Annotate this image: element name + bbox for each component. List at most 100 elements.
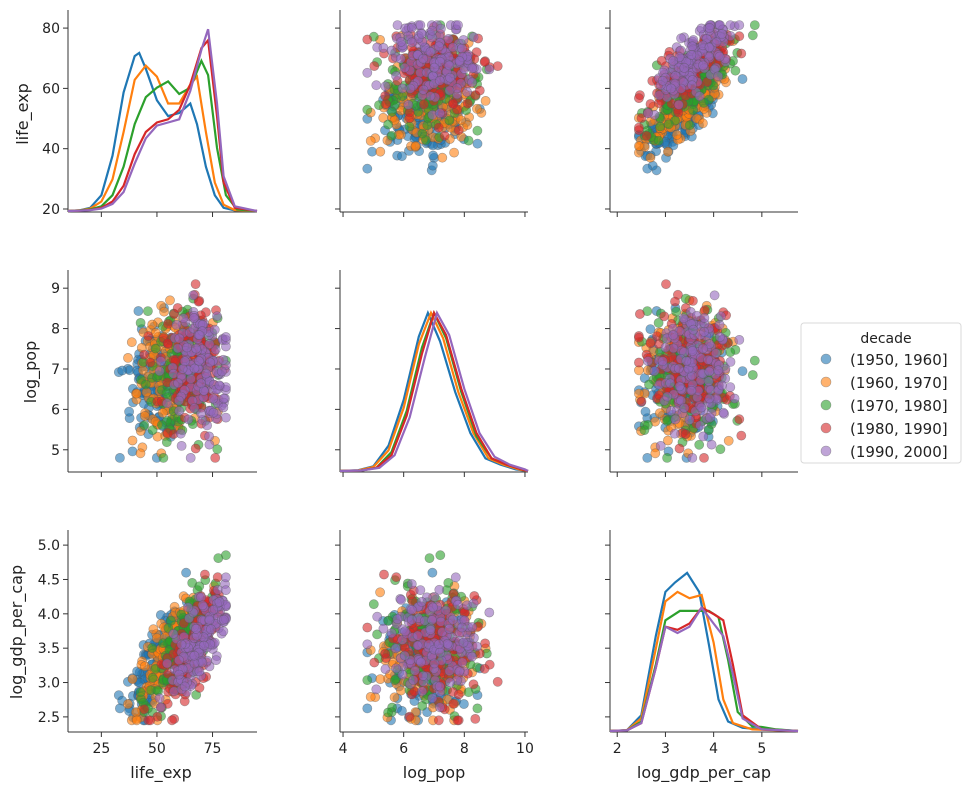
scatter-point xyxy=(462,87,472,97)
scatter-point xyxy=(367,146,377,157)
scatter-point xyxy=(208,407,219,418)
kde-line-1 xyxy=(609,571,799,733)
scatter-point xyxy=(717,380,727,391)
scatter-point xyxy=(171,319,182,330)
scatter-point xyxy=(634,93,644,103)
x-tick-label: 50 xyxy=(148,741,166,757)
scatter-point xyxy=(492,61,503,71)
scatter-point xyxy=(737,366,748,376)
scatter-point xyxy=(392,20,403,30)
scatter-point xyxy=(429,62,440,73)
scatter-point xyxy=(148,624,159,635)
scatter-point xyxy=(729,393,740,404)
scatter-point xyxy=(673,99,684,110)
scatter-point xyxy=(406,579,417,589)
scatter-point xyxy=(150,343,161,354)
scatter-point xyxy=(427,567,438,578)
scatter-point xyxy=(167,715,177,726)
scatter-point xyxy=(454,56,465,66)
scatter-point xyxy=(397,83,408,94)
scatter-point xyxy=(417,128,428,139)
scatter-point xyxy=(133,306,144,316)
scatter-point xyxy=(365,135,376,146)
scatter-point xyxy=(434,702,445,713)
scatter-point xyxy=(379,569,389,580)
scatter-point xyxy=(668,56,679,66)
scatter-point xyxy=(705,412,715,423)
scatter-point xyxy=(704,393,715,404)
scatter-point xyxy=(362,104,373,115)
scatter-point xyxy=(131,715,142,726)
scatter-point xyxy=(480,638,490,649)
scatter-point xyxy=(467,622,478,632)
scatter-point xyxy=(472,125,483,136)
x-tick-label: 4 xyxy=(709,741,718,757)
scatter-point xyxy=(666,406,676,416)
scatter-point xyxy=(131,707,141,717)
scatter-point xyxy=(218,354,229,365)
scatter-point xyxy=(194,666,205,677)
scatter-point xyxy=(687,345,698,356)
scatter-point xyxy=(709,290,720,301)
scatter-point xyxy=(688,324,699,335)
scatter-point xyxy=(470,714,481,724)
scatter-point xyxy=(404,711,415,722)
scatter-point xyxy=(386,130,397,141)
scatter-point xyxy=(204,431,214,442)
scatter-point xyxy=(749,355,760,366)
x-tick-label: 5 xyxy=(757,741,766,757)
scatter-point xyxy=(378,43,389,53)
scatter-point xyxy=(635,309,645,319)
scatter-point xyxy=(427,25,437,36)
scatter-point xyxy=(435,23,446,34)
scatter-point xyxy=(736,48,747,59)
scatter-point xyxy=(127,674,138,684)
scatter-point xyxy=(159,306,169,317)
scatter-point xyxy=(688,105,698,116)
scatter-point xyxy=(147,425,158,435)
scatter-point xyxy=(208,393,219,404)
scatter-point xyxy=(723,435,734,446)
scatter-point xyxy=(204,439,215,450)
scatter-point xyxy=(463,135,474,146)
scatter-point xyxy=(390,643,401,654)
x-tick-label: 4 xyxy=(339,741,348,757)
scatter-point xyxy=(696,23,707,34)
scatter-point xyxy=(679,62,690,73)
scatter-series-5 xyxy=(643,20,745,120)
panel-log_gdp_per_cap-vs-log_pop: 4 6 8 10 xyxy=(335,530,534,757)
scatter-point xyxy=(181,567,191,578)
scatter-point xyxy=(653,135,664,146)
y-axis-titles: life_exp log_pop log_gdp_per_cap xyxy=(7,83,41,699)
scatter-point xyxy=(380,664,391,674)
scatter-point xyxy=(665,378,676,389)
scatter-point xyxy=(703,354,713,365)
scatter-point xyxy=(688,295,698,306)
scatter-point xyxy=(642,163,653,174)
x-axis-title-life-exp: life_exp xyxy=(130,763,192,783)
scatter-point xyxy=(117,365,128,376)
scatter-point xyxy=(634,357,644,368)
scatter-point xyxy=(427,160,438,171)
scatter-point xyxy=(418,99,429,110)
scatter-point xyxy=(484,64,495,75)
scatter-point xyxy=(220,572,231,583)
scatter-point xyxy=(369,61,380,71)
scatter-point xyxy=(474,85,485,96)
scatter-point xyxy=(424,553,435,563)
y-tick-label: 9 xyxy=(51,281,60,297)
scatter-point xyxy=(158,452,169,463)
scatter-point xyxy=(416,597,427,607)
scatter-point xyxy=(415,20,426,30)
scatter-point xyxy=(736,430,747,441)
y-tick-label: 20 xyxy=(42,202,60,218)
scatter-point xyxy=(176,440,187,451)
scatter-point xyxy=(155,356,166,366)
x-tick-label: 25 xyxy=(92,741,110,757)
scatter-point xyxy=(418,670,429,681)
legend-marker-5 xyxy=(820,445,832,457)
scatter-point xyxy=(202,420,212,431)
scatter-point xyxy=(747,30,758,41)
